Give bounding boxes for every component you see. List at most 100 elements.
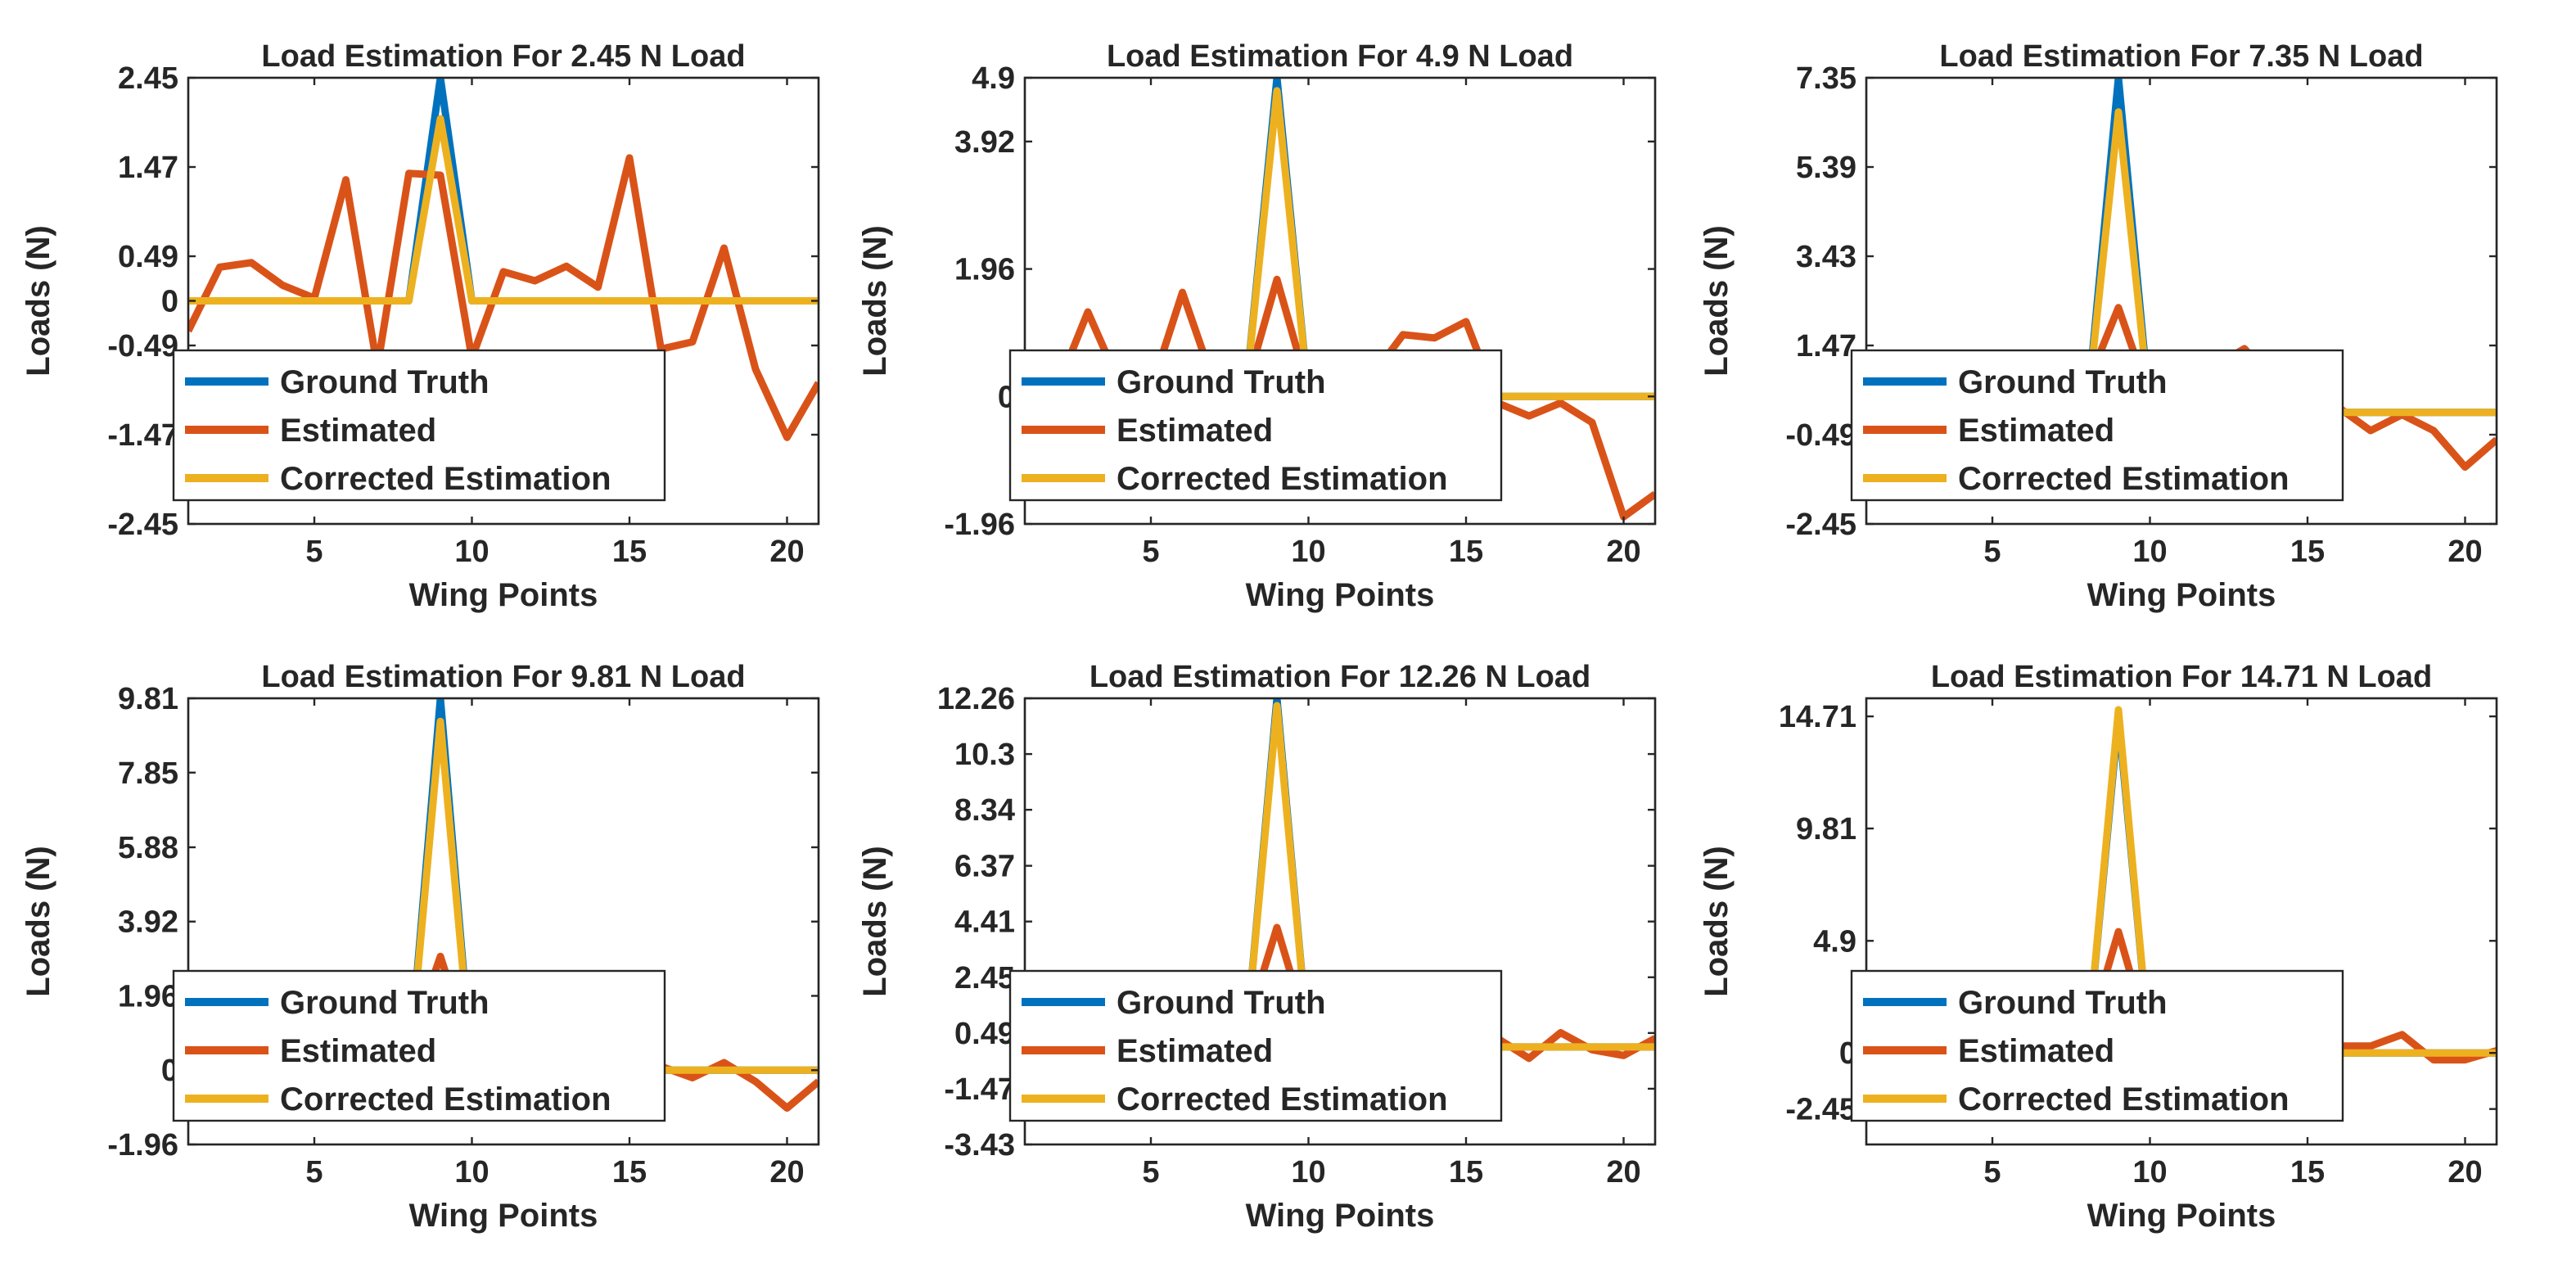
y-tick-label: -1.96	[107, 1128, 178, 1162]
y-axis-label: Loads (N)	[857, 846, 893, 996]
y-tick-label: 9.81	[118, 682, 178, 716]
y-tick-label: 1.96	[954, 253, 1015, 287]
y-tick-label: 6.37	[954, 850, 1015, 884]
x-tick-label: 10	[1291, 535, 1325, 569]
x-tick-label: 15	[2290, 535, 2325, 569]
x-tick-label: 5	[1983, 1155, 2001, 1189]
y-tick-label: 5.39	[1796, 151, 1856, 185]
legend-label-estimated: Estimated	[280, 1033, 436, 1069]
x-tick-label: 15	[1449, 535, 1483, 569]
y-tick-label: 7.85	[118, 756, 178, 791]
y-tick-label: -3.43	[944, 1128, 1015, 1162]
legend-label-ground-truth: Ground Truth	[1958, 364, 2168, 400]
x-axis-label: Wing Points	[1246, 577, 1435, 613]
y-axis-label: Loads (N)	[1699, 225, 1735, 376]
plot-border	[1865, 697, 2498, 1146]
x-tick-label: 15	[612, 1155, 647, 1189]
x-tick-label: 20	[2447, 535, 2482, 569]
y-tick-label: -1.47	[944, 1072, 1015, 1107]
x-tick-label: 20	[769, 1155, 804, 1189]
legend-label-estimated: Estimated	[1117, 1033, 1273, 1069]
legend-label-corrected-estimation: Corrected Estimation	[1958, 1081, 2290, 1117]
x-tick-label: 10	[1291, 1155, 1325, 1189]
y-tick-label: -2.45	[107, 508, 178, 542]
x-tick-label: 15	[1449, 1155, 1483, 1189]
y-tick-label: 0.49	[118, 240, 178, 274]
chart-panel-3: 5 10 15 20 -2.45 -0.49 1.47 3.43 5.39 7.35 Load Es…	[1699, 39, 2498, 613]
chart-panel-5: 5 10 15 20 -3.43 -1.47 0.49 2.45 4.41 6.37 8.34 10.…	[857, 660, 1657, 1234]
y-tick-label: 8.34	[954, 793, 1015, 828]
y-tick-label: 2.45	[954, 961, 1015, 995]
y-tick-label: 0	[161, 285, 178, 319]
x-tick-label: 10	[2132, 535, 2167, 569]
chart-title: Load Estimation For 14.71 N Load	[1931, 660, 2432, 694]
legend-label-estimated: Estimated	[280, 413, 436, 449]
x-tick-label: 20	[1606, 535, 1640, 569]
x-axis-label: Wing Points	[2087, 1198, 2276, 1234]
y-tick-label: 4.41	[954, 905, 1015, 940]
x-tick-label: 5	[1983, 535, 2001, 569]
series-line-corrected-estimation	[188, 115, 819, 305]
legend: Ground Truth Estimated Corrected Estimatio…	[172, 349, 666, 502]
y-axis-label: Loads (N)	[20, 225, 56, 376]
y-tick-label: 3.92	[954, 125, 1015, 160]
x-tick-label: 15	[612, 535, 647, 569]
x-tick-label: 5	[1142, 1155, 1159, 1189]
y-tick-label: -2.45	[1785, 1093, 1856, 1127]
legend-label-ground-truth: Ground Truth	[280, 985, 489, 1021]
y-tick-label: -0.49	[1785, 418, 1856, 453]
plot-border	[1865, 76, 2498, 526]
y-tick-label: 14.71	[1779, 700, 1856, 734]
legend-label-corrected-estimation: Corrected Estimation	[280, 461, 611, 497]
y-tick-label: -1.96	[944, 508, 1015, 542]
legend-label-estimated: Estimated	[1958, 413, 2114, 449]
x-axis-label: Wing Points	[1246, 1198, 1435, 1234]
y-tick-label: 4.9	[1813, 924, 1856, 959]
y-tick-label: 2.45	[118, 61, 178, 96]
y-tick-label: 3.92	[118, 905, 178, 940]
x-tick-label: 20	[769, 535, 804, 569]
x-tick-label: 10	[2132, 1155, 2167, 1189]
chart-panel-1: 5 10 15 20 -2.45 -1.47 -0.49 0 0.49 1.47 2.45 Load …	[20, 39, 820, 613]
chart-title: Load Estimation For 2.45 N Load	[261, 39, 745, 74]
chart-title: Load Estimation For 4.9 N Load	[1107, 39, 1573, 74]
x-tick-label: 15	[2290, 1155, 2325, 1189]
plot-border	[1023, 76, 1657, 526]
x-tick-label: 5	[305, 535, 323, 569]
series-line-estimated	[188, 154, 819, 441]
y-tick-label: 5.88	[118, 831, 178, 865]
x-axis-label: Wing Points	[409, 1198, 598, 1234]
legend-label-ground-truth: Ground Truth	[1958, 985, 2168, 1021]
x-tick-label: 10	[454, 535, 489, 569]
legend-label-ground-truth: Ground Truth	[280, 364, 489, 400]
y-axis-label: Loads (N)	[20, 846, 56, 996]
x-tick-label: 20	[2447, 1155, 2482, 1189]
x-tick-label: 20	[1606, 1155, 1640, 1189]
legend-label-ground-truth: Ground Truth	[1117, 985, 1326, 1021]
legend: Ground Truth Estimated Corrected Estimatio…	[1850, 969, 2344, 1122]
legend: Ground Truth Estimated Corrected Estimatio…	[1008, 349, 1503, 502]
y-tick-label: 9.81	[1796, 812, 1856, 846]
legend: Ground Truth Estimated Corrected Estimatio…	[172, 969, 666, 1122]
y-tick-label: 10.3	[954, 738, 1015, 772]
y-tick-label: 3.43	[1796, 240, 1856, 274]
y-tick-label: 0.49	[954, 1017, 1015, 1051]
chart-title: Load Estimation For 12.26 N Load	[1089, 660, 1590, 694]
y-tick-label: 1.96	[118, 979, 178, 1013]
legend-label-corrected-estimation: Corrected Estimation	[1117, 1081, 1448, 1117]
legend: Ground Truth Estimated Corrected Estimatio…	[1008, 969, 1503, 1122]
y-tick-label: 12.26	[937, 682, 1015, 716]
y-axis-label: Loads (N)	[1699, 846, 1735, 996]
y-tick-label: 1.47	[118, 151, 178, 185]
legend: Ground Truth Estimated Corrected Estimatio…	[1850, 349, 2344, 502]
x-tick-label: 10	[454, 1155, 489, 1189]
y-tick-label: 7.35	[1796, 61, 1856, 96]
legend-label-corrected-estimation: Corrected Estimation	[1958, 461, 2290, 497]
legend-label-corrected-estimation: Corrected Estimation	[280, 1081, 611, 1117]
x-axis-label: Wing Points	[2087, 577, 2276, 613]
legend-label-ground-truth: Ground Truth	[1117, 364, 1326, 400]
legend-label-estimated: Estimated	[1117, 413, 1273, 449]
